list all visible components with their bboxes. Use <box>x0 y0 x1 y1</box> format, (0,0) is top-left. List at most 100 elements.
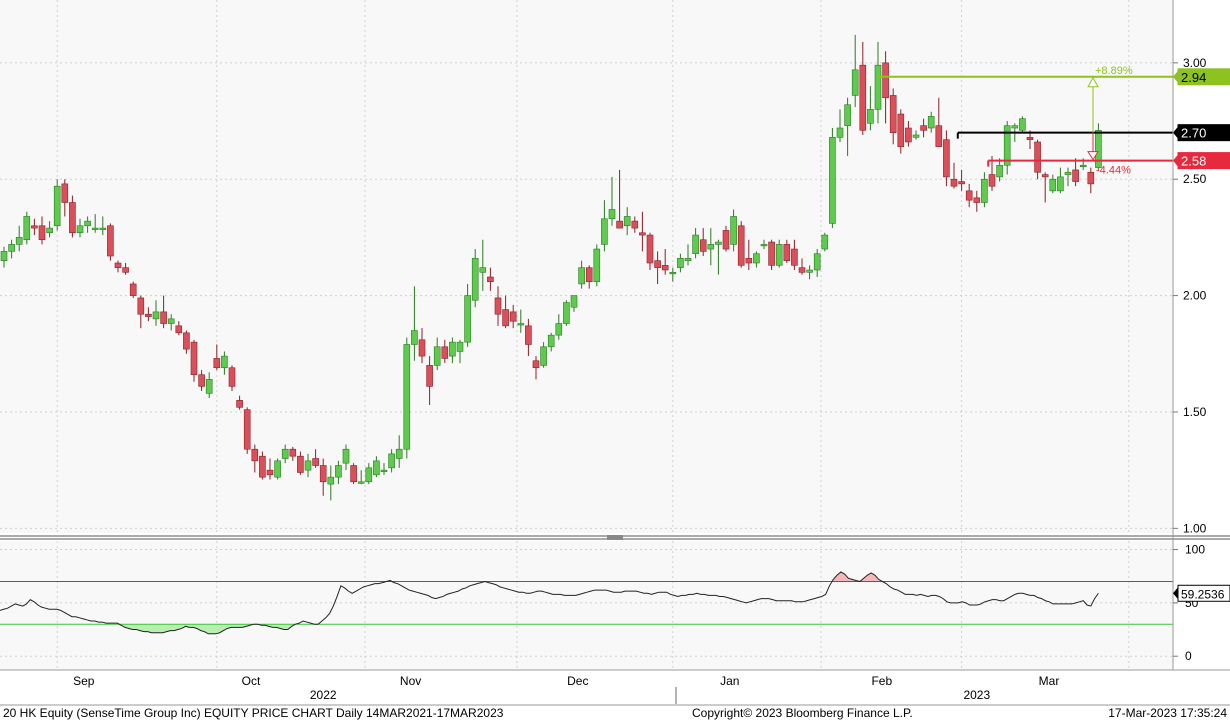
candle-body <box>601 218 608 245</box>
price-grid <box>0 0 1173 533</box>
candle <box>669 267 677 282</box>
x-month-label: Nov <box>400 674 421 688</box>
x-year-label: 2023 <box>963 688 990 702</box>
candle-body <box>175 325 183 334</box>
candle <box>958 169 965 191</box>
candle <box>1072 158 1079 187</box>
candle <box>1049 174 1057 194</box>
candle <box>84 216 91 233</box>
candle <box>304 453 312 478</box>
candle-body <box>973 197 981 203</box>
candle-body <box>851 69 859 96</box>
candle <box>160 295 167 329</box>
candle-body <box>578 267 585 285</box>
downside-percent-label: -4.44% <box>1096 165 1131 177</box>
candle <box>859 41 867 135</box>
candle <box>319 458 327 496</box>
candle <box>266 458 274 480</box>
candle <box>730 209 737 252</box>
rsi-series <box>0 571 1173 635</box>
rsi-line <box>0 571 1099 635</box>
candle <box>654 251 661 284</box>
candle-body <box>76 225 84 234</box>
candle-body <box>1087 171 1095 185</box>
candle <box>53 179 61 231</box>
candle-body <box>502 309 509 327</box>
candle-body <box>1049 178 1057 192</box>
candle <box>38 216 46 245</box>
rsi-tick-label: 100 <box>1185 543 1205 557</box>
candle-body <box>304 460 312 471</box>
candle <box>798 258 806 275</box>
rsi-grid <box>0 541 1173 669</box>
candle-body <box>532 360 540 369</box>
candle <box>608 176 616 226</box>
candle-body <box>608 209 616 220</box>
candle <box>221 351 228 375</box>
candle-body <box>1019 118 1026 131</box>
candle <box>920 118 927 138</box>
candle <box>61 179 69 217</box>
candle <box>1019 116 1026 133</box>
candle <box>289 446 297 461</box>
candle-body <box>791 248 798 266</box>
candle <box>251 444 259 473</box>
candle <box>912 130 920 140</box>
candle <box>175 321 183 336</box>
candle <box>623 207 631 236</box>
candle <box>616 169 623 229</box>
candle-body <box>471 258 479 301</box>
candle <box>555 314 563 340</box>
panel-resize-handle[interactable] <box>607 535 623 540</box>
candle-body <box>449 341 456 357</box>
price-tick-label: 1.50 <box>1183 405 1207 419</box>
candle <box>525 318 532 357</box>
candle-body <box>1072 169 1079 182</box>
candle-body <box>1095 130 1102 168</box>
candle-body <box>616 220 623 229</box>
candle-body <box>1057 176 1064 192</box>
candle <box>167 314 175 331</box>
candle-body <box>927 116 935 129</box>
candle <box>563 300 570 326</box>
price-tick-label: 2.00 <box>1183 289 1207 303</box>
candle <box>342 444 350 471</box>
candle-body <box>753 253 760 264</box>
candle-body <box>357 481 365 484</box>
price-levels: +8.89% -4.44% 2.94 2.70 2.58 <box>878 65 1230 177</box>
candles <box>0 34 1102 501</box>
candle <box>395 435 403 468</box>
candle <box>1041 172 1049 203</box>
candle-body <box>15 237 23 245</box>
candle-body <box>403 344 411 450</box>
candle <box>8 239 15 259</box>
x-month-label: Feb <box>871 674 892 688</box>
candle-body <box>669 272 677 275</box>
candle <box>707 228 715 266</box>
candle <box>950 162 958 189</box>
candle-body <box>1064 171 1072 175</box>
candle <box>411 286 418 361</box>
x-month-label: Oct <box>242 674 261 688</box>
candle-body <box>867 109 874 124</box>
candle <box>152 300 160 326</box>
candle <box>965 183 973 208</box>
candle-body <box>289 448 297 457</box>
candle-body <box>487 276 494 282</box>
candle <box>1057 167 1064 194</box>
candle-body <box>342 448 350 464</box>
candle <box>426 356 433 405</box>
candle-body <box>943 139 950 178</box>
candle <box>259 451 266 480</box>
candle <box>943 130 950 187</box>
candle <box>844 97 851 156</box>
candle-body <box>722 230 730 250</box>
candle-body <box>981 178 988 203</box>
candle <box>631 216 639 233</box>
candle <box>532 356 540 380</box>
candle-body <box>69 202 76 234</box>
candle <box>813 249 821 277</box>
rsi-tick-label: 0 <box>1185 649 1192 663</box>
